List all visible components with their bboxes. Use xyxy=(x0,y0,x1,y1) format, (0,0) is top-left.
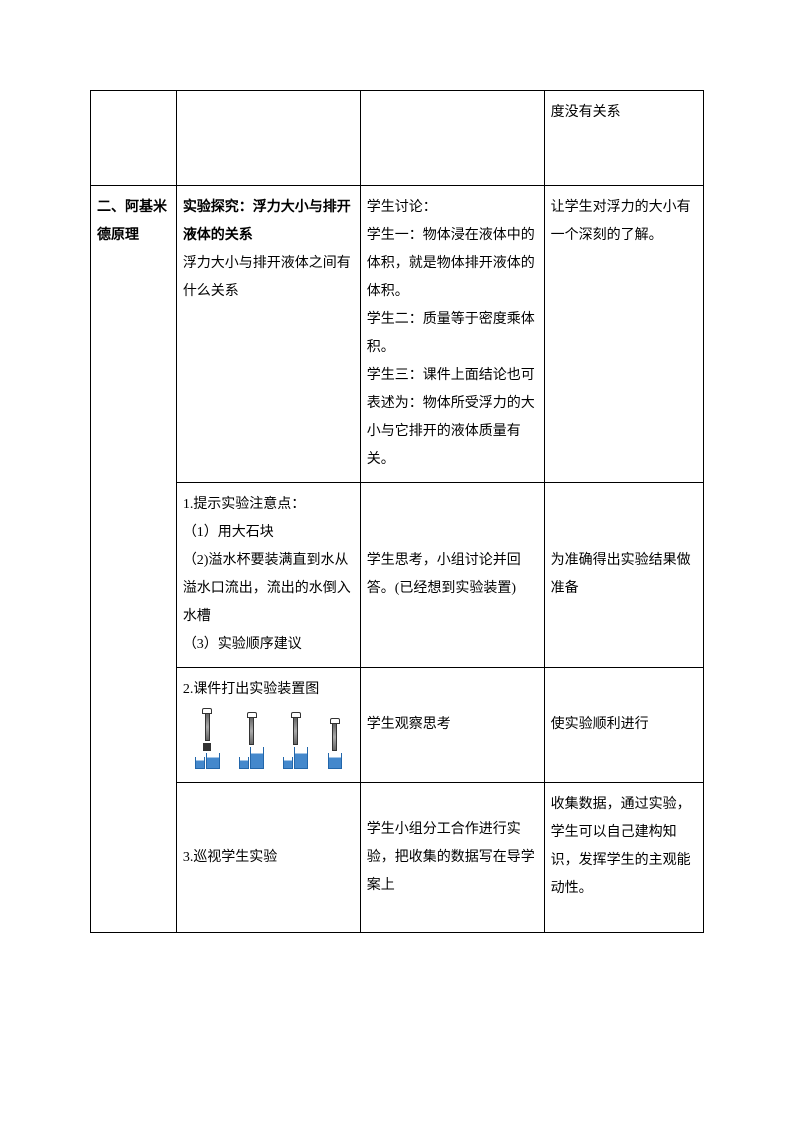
cell-diagram: 2.课件打出实验装置图 xyxy=(176,668,360,783)
apparatus-2 xyxy=(239,717,264,769)
spring-scale-icon xyxy=(205,713,210,741)
weight-icon xyxy=(203,743,211,751)
cell-text: 让学生对浮力的大小有一个深刻的了解。 xyxy=(544,186,703,483)
experiment-diagram xyxy=(183,704,354,774)
student-1: 学生一：物体浸在液体中的体积，就是物体排开液体的体积。 xyxy=(367,222,538,306)
beaker-group xyxy=(283,747,308,769)
apparatus-3 xyxy=(283,717,308,769)
cell-text: 1.提示实验注意点： （1）用大石块 （2)溢水杯要装满直到水从溢水口流出，流出… xyxy=(176,483,360,668)
cell-empty xyxy=(360,91,544,186)
cell-empty xyxy=(91,91,177,186)
cell-text: 学生思考，小组讨论并回答。(已经想到实验装置) xyxy=(360,483,544,668)
discussion-intro: 学生讨论： xyxy=(367,194,538,222)
beaker-icon xyxy=(206,753,220,769)
note-line-2: （1）用大石块 xyxy=(183,519,354,547)
cell-text: 3.巡视学生实验 xyxy=(176,783,360,933)
note-line-3: （2)溢水杯要装满直到水从溢水口流出，流出的水倒入水槽 xyxy=(183,547,354,631)
beaker-icon xyxy=(283,757,293,769)
note-line-1: 1.提示实验注意点： xyxy=(183,491,354,519)
cell-empty xyxy=(176,91,360,186)
section-heading: 二、阿基米德原理 xyxy=(97,200,167,243)
student-3: 学生三：课件上面结论也可表述为：物体所受浮力的大小与它排开的液体质量有关。 xyxy=(367,362,538,474)
cell-text: 学生讨论： 学生一：物体浸在液体中的体积，就是物体排开液体的体积。 学生二：质量… xyxy=(360,186,544,483)
beaker-group xyxy=(328,753,342,769)
cell-text: 收集数据，通过实验，学生可以自己建构知识，发挥学生的主观能动性。 xyxy=(544,783,703,933)
spring-scale-icon xyxy=(293,717,298,745)
apparatus-4 xyxy=(328,723,342,769)
beaker-icon xyxy=(328,753,342,769)
student-2: 学生二：质量等于密度乘体积。 xyxy=(367,306,538,362)
spring-scale-icon xyxy=(332,723,337,751)
note-line-4: （3）实验顺序建议 xyxy=(183,631,354,659)
beaker-icon xyxy=(195,757,205,769)
beaker-icon xyxy=(294,747,308,769)
beaker-icon xyxy=(250,747,264,769)
diagram-caption: 2.课件打出实验装置图 xyxy=(183,676,354,704)
cell-text: 学生小组分工合作进行实验，把收集的数据写在导学案上 xyxy=(360,783,544,933)
spring-scale-icon xyxy=(249,717,254,745)
cell-text: 学生观察思考 xyxy=(360,668,544,783)
section-heading-cell: 二、阿基米德原理 xyxy=(91,186,177,933)
cell-text: 实验探究：浮力大小与排开液体的关系 浮力大小与排开液体之间有什么关系 xyxy=(176,186,360,483)
cell-text: 使实验顺利进行 xyxy=(544,668,703,783)
table-row: 2.课件打出实验装置图 xyxy=(91,668,704,783)
table-row: 二、阿基米德原理 实验探究：浮力大小与排开液体的关系 浮力大小与排开液体之间有什… xyxy=(91,186,704,483)
experiment-title: 实验探究：浮力大小与排开液体的关系 xyxy=(183,194,354,250)
beaker-icon xyxy=(239,757,249,769)
table-row: 3.巡视学生实验 学生小组分工合作进行实验，把收集的数据写在导学案上 收集数据，… xyxy=(91,783,704,933)
beaker-group xyxy=(195,753,220,769)
cell-text: 为准确得出实验结果做准备 xyxy=(544,483,703,668)
lesson-plan-table: 度没有关系 二、阿基米德原理 实验探究：浮力大小与排开液体的关系 浮力大小与排开… xyxy=(90,90,704,933)
table-row: 1.提示实验注意点： （1）用大石块 （2)溢水杯要装满直到水从溢水口流出，流出… xyxy=(91,483,704,668)
cell-text: 度没有关系 xyxy=(544,91,703,186)
table-row: 度没有关系 xyxy=(91,91,704,186)
experiment-body: 浮力大小与排开液体之间有什么关系 xyxy=(183,250,354,306)
beaker-group xyxy=(239,747,264,769)
apparatus-1 xyxy=(195,713,220,769)
